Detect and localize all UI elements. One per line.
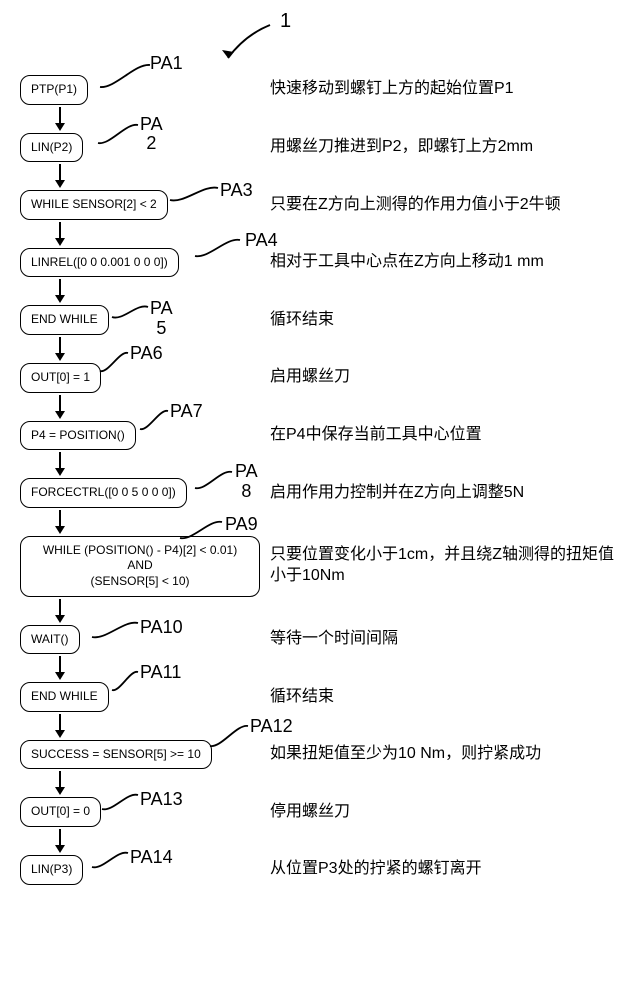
step-description: 只要位置变化小于1cm，并且绕Z轴测得的扭矩值小于10Nm xyxy=(260,545,620,587)
step-label: PA2 xyxy=(140,115,163,155)
step-label: PA14 xyxy=(130,847,173,868)
diagram-pointer-arrow xyxy=(210,20,280,70)
step-label: PA6 xyxy=(130,343,163,364)
step-description: 快速移动到螺钉上方的起始位置P1 xyxy=(260,79,620,100)
code-box: SUCCESS = SENSOR[5] >= 10 xyxy=(20,740,212,770)
step-description: 相对于工具中心点在Z方向上移动1 mm xyxy=(260,252,620,273)
step-label: PA5 xyxy=(150,299,173,339)
step-description: 循环结束 xyxy=(260,687,620,708)
code-box: PTP(P1) xyxy=(20,75,88,105)
step-description: 用螺丝刀推进到P2，即螺钉上方2mm xyxy=(260,137,620,158)
flowchart-step: LIN(P3)PA14从位置P3处的拧紧的螺钉离开 xyxy=(20,855,620,885)
flowchart-step: SUCCESS = SENSOR[5] >= 10PA12如果扭矩值至少为10 … xyxy=(20,740,620,770)
code-box: LIN(P3) xyxy=(20,855,83,885)
step-description: 如果扭矩值至少为10 Nm，则拧紧成功 xyxy=(260,744,620,765)
step-description: 启用作用力控制并在Z方向上调整5N xyxy=(260,483,620,504)
flowchart-step: FORCECTRL([0 0 5 0 0 0])PA8启用作用力控制并在Z方向上… xyxy=(20,478,620,508)
step-description: 从位置P3处的拧紧的螺钉离开 xyxy=(260,859,620,880)
code-box: LIN(P2) xyxy=(20,133,83,163)
step-label: PA13 xyxy=(140,789,183,810)
flowchart-step: OUT[0] = 1PA6启用螺丝刀 xyxy=(20,363,620,393)
step-description: 在P4中保存当前工具中心位置 xyxy=(260,425,620,446)
step-description: 启用螺丝刀 xyxy=(260,367,620,388)
step-label: PA12 xyxy=(250,716,293,737)
step-label: PA7 xyxy=(170,401,203,422)
flowchart-step: WHILE (POSITION() - P4)[2] < 0.01) AND(S… xyxy=(20,536,620,597)
code-box: WAIT() xyxy=(20,625,80,655)
step-label: PA4 xyxy=(245,230,278,251)
step-description: 循环结束 xyxy=(260,310,620,331)
code-box: OUT[0] = 1 xyxy=(20,363,101,393)
code-box: OUT[0] = 0 xyxy=(20,797,101,827)
flowchart-step: END WHILEPA11循环结束 xyxy=(20,682,620,712)
flowchart-step: WHILE SENSOR[2] < 2PA3只要在Z方向上测得的作用力值小于2牛… xyxy=(20,190,620,220)
flowchart-step: OUT[0] = 0PA13停用螺丝刀 xyxy=(20,797,620,827)
step-label: PA3 xyxy=(220,180,253,201)
code-box: WHILE SENSOR[2] < 2 xyxy=(20,190,168,220)
step-description: 停用螺丝刀 xyxy=(260,802,620,823)
step-label: PA11 xyxy=(140,662,181,683)
code-box: P4 = POSITION() xyxy=(20,421,136,451)
step-description: 等待一个时间间隔 xyxy=(260,629,620,650)
step-description: 只要在Z方向上测得的作用力值小于2牛顿 xyxy=(260,195,620,216)
flowchart-step: LINREL([0 0 0.001 0 0 0])PA4相对于工具中心点在Z方向… xyxy=(20,248,620,278)
code-box: END WHILE xyxy=(20,305,109,335)
flowchart-step: WAIT()PA10等待一个时间间隔 xyxy=(20,625,620,655)
flowchart-step: LIN(P2)PA2用螺丝刀推进到P2，即螺钉上方2mm xyxy=(20,133,620,163)
step-label: PA10 xyxy=(140,617,183,638)
diagram-number: 1 xyxy=(280,10,291,33)
code-box: LINREL([0 0 0.001 0 0 0]) xyxy=(20,248,179,278)
flowchart-step: END WHILEPA5循环结束 xyxy=(20,305,620,335)
flowchart-diagram: 1 PTP(P1)PA1快速移动到螺钉上方的起始位置P1LIN(P2)PA2用螺… xyxy=(20,20,620,885)
step-label: PA8 xyxy=(235,462,258,502)
code-box: END WHILE xyxy=(20,682,109,712)
step-label: PA9 xyxy=(225,514,258,535)
flowchart-step: PTP(P1)PA1快速移动到螺钉上方的起始位置P1 xyxy=(20,75,620,105)
flowchart-step: P4 = POSITION()PA7在P4中保存当前工具中心位置 xyxy=(20,421,620,451)
code-box: FORCECTRL([0 0 5 0 0 0]) xyxy=(20,478,187,508)
